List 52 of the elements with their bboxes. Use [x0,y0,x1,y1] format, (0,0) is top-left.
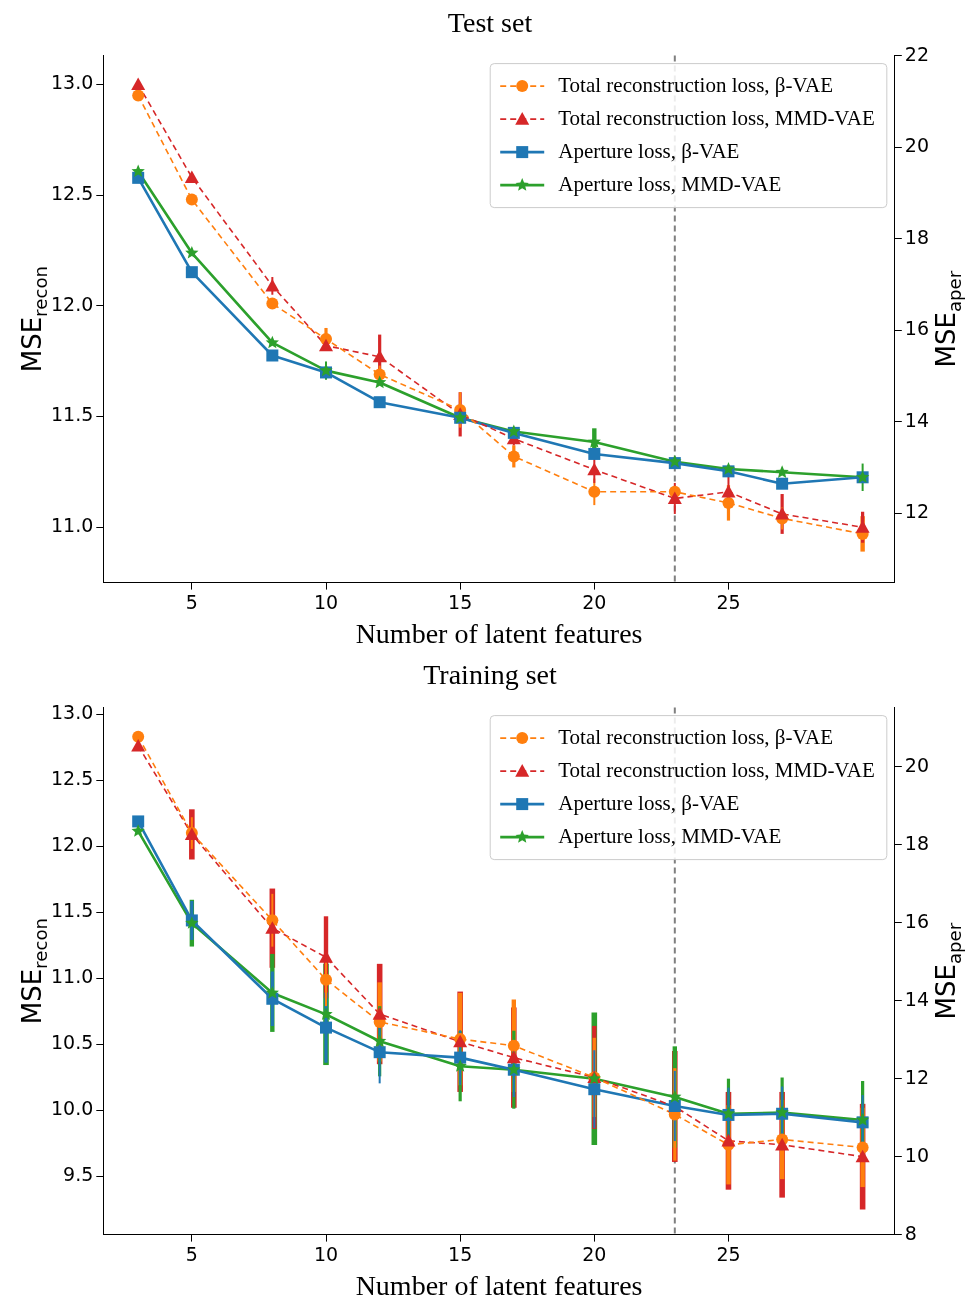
x-tick-label: 5 [185,1242,198,1265]
y-tick-label: 11.0 [50,965,94,988]
legend-label: Total reconstruction loss, MMD-VAE [558,757,875,782]
chart-title: Training set [423,659,557,691]
legend-label: Aperture loss, β-VAE [558,790,740,815]
y-tick-label: 12.0 [50,833,94,856]
y-tick-label: 10.0 [50,1097,94,1120]
y-axis-title: MSErecon [16,265,51,373]
legend-label: Total reconstruction loss, β-VAE [558,724,834,749]
y2-tick-label: 8 [904,1221,917,1244]
y-axis-title: MSErecon [16,917,51,1025]
x-tick-label: 20 [582,1242,607,1265]
y2-axis-title: MSEaper [930,922,965,1020]
y-tick-label: 12.5 [50,182,94,205]
x-axis-title: Number of latent features [355,1269,643,1301]
legend-label: Aperture loss, MMD-VAE [558,171,782,196]
x-tick-label: 25 [716,1242,741,1265]
legend-label: Aperture loss, MMD-VAE [558,823,782,848]
legend-label: Aperture loss, β-VAE [558,138,740,163]
x-tick-label: 5 [185,590,198,613]
y2-tick-label: 20 [904,753,930,776]
y-tick-label: 11.5 [50,899,94,922]
y2-tick-label: 18 [904,225,930,248]
y2-tick-label: 14 [904,408,930,431]
y2-axis-title: MSEaper [930,270,965,368]
y2-tick-label: 14 [904,987,930,1010]
y-tick-label: 12.0 [50,292,94,315]
y2-tick-label: 10 [904,1143,930,1166]
y2-tick-label: 22 [904,42,930,65]
y-tick-label: 11.5 [50,403,94,426]
y2-tick-label: 12 [904,1065,930,1088]
legend-label: Total reconstruction loss, MMD-VAE [558,105,875,130]
x-tick-label: 15 [448,590,473,613]
x-tick-label: 10 [313,590,339,613]
y-tick-label: 12.5 [50,767,94,790]
x-tick-label: 10 [313,1242,339,1265]
x-axis-title: Number of latent features [355,617,643,649]
y2-tick-label: 18 [904,831,930,854]
y2-tick-label: 16 [904,909,930,932]
y-tick-label: 13.0 [50,71,94,94]
y2-tick-label: 16 [904,317,930,340]
y2-tick-label: 12 [904,500,930,523]
x-tick-label: 15 [448,1242,473,1265]
y-tick-label: 10.5 [50,1031,94,1054]
chart-title: Test set [447,7,533,39]
y-tick-label: 11.0 [50,514,94,537]
x-tick-label: 20 [582,590,607,613]
y-tick-label: 9.5 [63,1163,94,1186]
y2-tick-label: 20 [904,134,930,157]
y-tick-label: 13.0 [50,701,94,724]
x-tick-label: 25 [716,590,741,613]
legend-label: Total reconstruction loss, β-VAE [558,72,834,97]
